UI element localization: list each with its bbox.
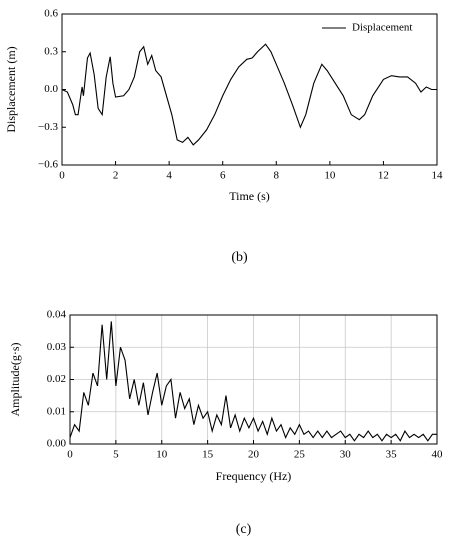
y-tick-label: 0.6 <box>44 8 58 20</box>
plot-frame <box>69 314 438 445</box>
x-tick-label: 2 <box>113 170 119 182</box>
x-tick-label: 0 <box>59 170 65 182</box>
y-tick-label: 0.02 <box>47 373 66 385</box>
x-tick-label: 10 <box>156 449 168 461</box>
x-axis-label: Frequency (Hz) <box>216 469 292 483</box>
data-line <box>69 321 437 442</box>
y-axis-label: Displacement (m) <box>4 46 18 132</box>
data-line <box>61 43 437 146</box>
y-tick-label: 0.3 <box>44 45 58 57</box>
y-tick-label: −0.6 <box>38 159 58 171</box>
y-tick-label: 0.00 <box>47 438 67 450</box>
y-tick-label: 0.03 <box>47 341 67 353</box>
panel-label: (b) <box>231 250 248 265</box>
y-tick-label: 0.01 <box>47 405 66 417</box>
x-tick-label: 12 <box>378 170 389 182</box>
x-tick-label: 8 <box>274 170 280 182</box>
x-tick-label: 0 <box>67 449 73 461</box>
x-tick-label: 6 <box>220 170 226 182</box>
x-tick-label: 5 <box>113 449 119 461</box>
x-tick-label: 14 <box>432 170 444 182</box>
x-axis-label: Time (s) <box>229 189 270 203</box>
panel-label: (c) <box>236 522 252 537</box>
x-tick-label: 15 <box>202 449 214 461</box>
x-tick-label: 25 <box>294 449 306 461</box>
x-tick-label: 4 <box>166 170 172 182</box>
y-tick-label: 0.0 <box>44 83 58 95</box>
x-tick-label: 35 <box>386 449 398 461</box>
legend-label: Displacement <box>352 22 412 34</box>
y-tick-label: −0.3 <box>38 121 58 133</box>
y-tick-label: 0.04 <box>47 309 67 321</box>
x-tick-label: 10 <box>324 170 336 182</box>
x-tick-label: 40 <box>432 449 444 461</box>
plot-frame <box>61 13 438 166</box>
x-tick-label: 30 <box>340 449 352 461</box>
y-axis-label: Amplitude(g·s) <box>8 343 22 417</box>
x-tick-label: 20 <box>248 449 260 461</box>
